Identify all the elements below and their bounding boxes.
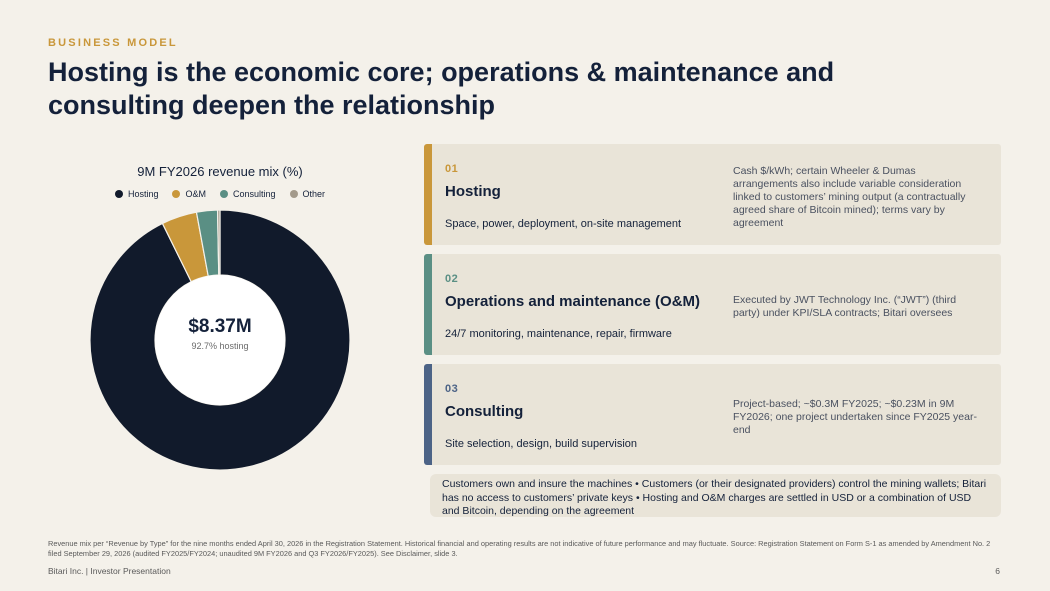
- revenue-mix-chart: 9M FY2026 revenue mix (%) Hosting O&M Co…: [80, 160, 360, 480]
- legend-item-consulting: Consulting: [219, 189, 276, 199]
- card-accent-bar: [424, 254, 432, 355]
- legend-swatch-consulting: [219, 190, 228, 198]
- donut-chart: [89, 209, 351, 471]
- legend-item-other: Other: [289, 189, 326, 199]
- page-number: 6: [995, 566, 1000, 576]
- chart-legend: Hosting O&M Consulting Other: [80, 189, 360, 199]
- legend-swatch-other: [289, 190, 298, 198]
- footer-brand: Bitari Inc. | Investor Presentation: [48, 566, 171, 576]
- legend-label-hosting: Hosting: [127, 189, 159, 199]
- card-hosting: 01 Hosting Space, power, deployment, on-…: [424, 144, 1001, 245]
- card-title: Consulting: [445, 403, 524, 420]
- donut-center-value: $8.37M: [188, 316, 252, 337]
- chart-title: 9M FY2026 revenue mix (%): [137, 164, 303, 179]
- card-description: 24/7 monitoring, maintenance, repair, fi…: [445, 328, 672, 340]
- summary-box: Customers own and insure the machines • …: [430, 474, 1001, 517]
- card-note: Cash $/kWh; certain Wheeler & Dumas arra…: [733, 165, 966, 229]
- legend-label-consulting: Consulting: [232, 189, 276, 199]
- card-number: 03: [445, 383, 459, 395]
- footnote: Revenue mix per “Revenue by Type” for th…: [48, 539, 991, 558]
- card-description: Space, power, deployment, on-site manage…: [445, 218, 682, 230]
- card-consulting: 03 Consulting Site selection, design, bu…: [424, 364, 1001, 465]
- legend-item-om: O&M: [172, 189, 206, 199]
- card-accent-bar: [424, 144, 432, 245]
- donut-hole: [155, 275, 285, 405]
- legend-swatch-om: [172, 190, 181, 198]
- card-number: 02: [445, 273, 459, 285]
- card-title: Hosting: [445, 183, 501, 200]
- card-number: 01: [445, 163, 459, 175]
- card-note: Project-based; ~$0.3M FY2025; ~$0.23M in…: [733, 398, 977, 436]
- legend-swatch-hosting: [114, 190, 123, 198]
- card-description: Site selection, design, build supervisio…: [445, 438, 638, 450]
- card-accent-bar: [424, 364, 432, 465]
- legend-label-om: O&M: [185, 189, 206, 199]
- donut-center-label: 92.7% hosting: [191, 341, 249, 351]
- card-title: Operations and maintenance (O&M): [445, 293, 701, 310]
- card-note: Executed by JWT Technology Inc. (“JWT”) …: [733, 294, 957, 319]
- eyebrow-label: BUSINESS MODEL: [48, 37, 178, 49]
- card-om: 02 Operations and maintenance (O&M) 24/7…: [424, 254, 1001, 355]
- page-title: Hosting is the economic core; operations…: [48, 57, 835, 120]
- legend-item-hosting: Hosting: [114, 189, 159, 199]
- legend-label-other: Other: [302, 189, 326, 199]
